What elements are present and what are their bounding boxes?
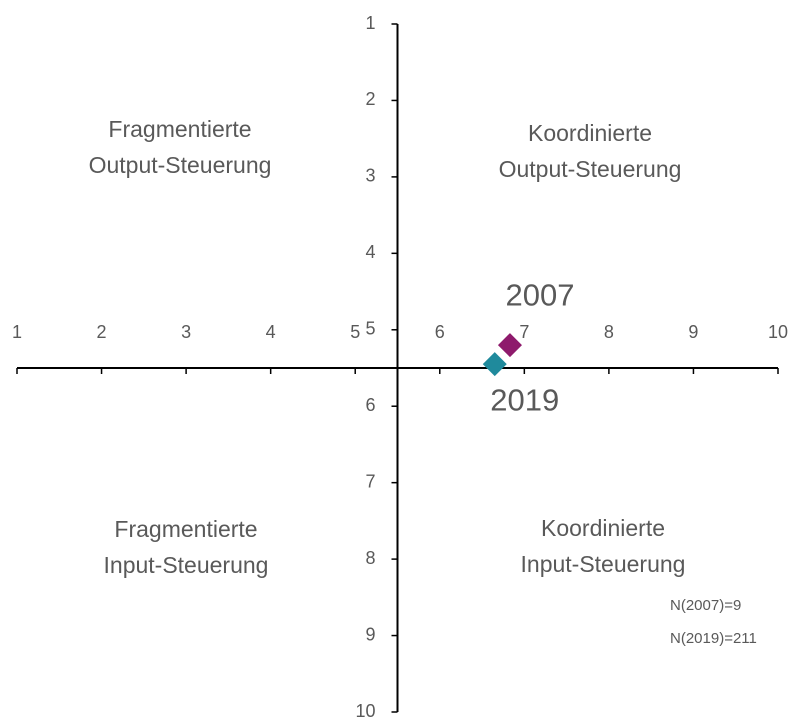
y-tick-label: 7 <box>365 471 375 491</box>
x-tick-label: 2 <box>97 322 107 342</box>
quadrant-label: Output-Steuerung <box>89 152 272 178</box>
point <box>497 333 522 358</box>
point-label: 2019 <box>490 382 559 417</box>
y-tick-label: 5 <box>365 319 375 339</box>
x-tick-label: 8 <box>604 322 614 342</box>
x-tick-label: 5 <box>350 322 360 342</box>
y-tick-label: 10 <box>355 701 375 718</box>
point <box>482 352 507 377</box>
quadrant-label: Fragmentierte <box>114 516 257 542</box>
x-tick-label: 6 <box>435 322 445 342</box>
y-tick-label: 3 <box>365 166 375 186</box>
y-tick-label: 2 <box>365 89 375 109</box>
y-tick-label: 6 <box>365 395 375 415</box>
quadrant-label: Koordinierte <box>528 120 652 146</box>
x-tick-label: 4 <box>266 322 276 342</box>
y-tick-label: 8 <box>365 548 375 568</box>
x-tick-label: 1 <box>12 322 22 342</box>
note: N(2007)=9 <box>670 597 741 614</box>
point-label: 2007 <box>505 277 574 312</box>
quadrant-label: Fragmentierte <box>108 116 251 142</box>
quadrant-label: Koordinierte <box>541 515 665 541</box>
y-tick-label: 9 <box>365 624 375 644</box>
x-tick-label: 10 <box>768 322 788 342</box>
x-tick-label: 9 <box>688 322 698 342</box>
quadrant-label: Input-Steuerung <box>104 552 269 578</box>
quadrant-label: Output-Steuerung <box>499 156 682 182</box>
y-tick-label: 4 <box>365 242 375 262</box>
x-tick-label: 3 <box>181 322 191 342</box>
x-tick-label: 7 <box>519 322 529 342</box>
y-tick-label: 1 <box>365 13 375 33</box>
quadrant-label: Input-Steuerung <box>521 551 686 577</box>
note: N(2019)=211 <box>670 630 757 647</box>
